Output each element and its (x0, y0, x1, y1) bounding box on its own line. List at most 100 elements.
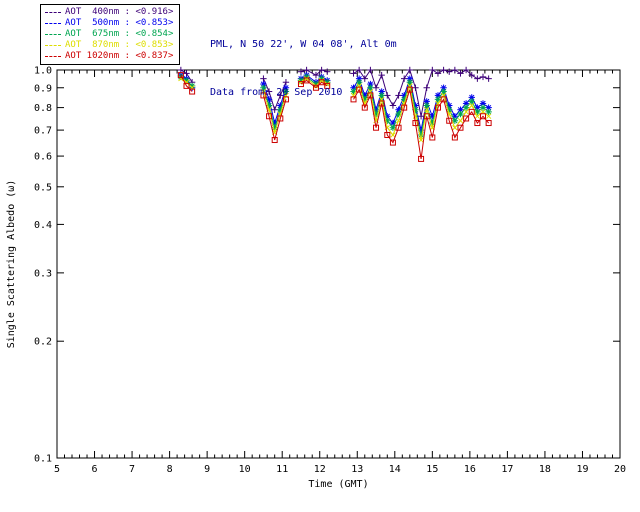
marker-square (446, 117, 453, 124)
x-tick-label: 10 (239, 464, 251, 475)
marker-square (395, 124, 402, 131)
tick (303, 75, 310, 82)
x-tick-label: 5 (54, 464, 60, 475)
x-tick-label: 14 (389, 464, 401, 475)
y-tick-label: 1.0 (34, 66, 52, 77)
y-tick-label: 0.3 (34, 268, 52, 279)
marker-square (282, 96, 289, 103)
tick (362, 92, 368, 99)
marker-square (260, 92, 267, 99)
series-aot-1020nm (177, 72, 492, 162)
series-aot-400nm (177, 66, 492, 120)
tick (418, 137, 424, 143)
tick (390, 132, 396, 138)
tick (412, 113, 419, 119)
y-tick-label: 0.2 (34, 337, 52, 348)
tick (457, 107, 464, 113)
marker-square (468, 108, 475, 115)
marker-square (312, 84, 319, 91)
marker-square (318, 79, 325, 86)
x-axis: 5 6 7 8 9 10 11 12 13 14 15 16 17 18 19 20 (54, 70, 626, 475)
x-tick-label: 11 (276, 464, 288, 475)
y-tick-label: 0.6 (34, 152, 52, 163)
y-axis-label: Single Scattering Albedo (ω) (6, 180, 17, 349)
tick (469, 94, 475, 101)
tick (379, 92, 385, 99)
tick (480, 104, 486, 111)
y-tick-label: 0.9 (34, 83, 52, 94)
marker-square (451, 134, 458, 141)
tick (324, 81, 330, 87)
tick (283, 88, 289, 95)
x-tick-label: 18 (539, 464, 551, 475)
marker-square (418, 155, 425, 162)
tick (367, 85, 374, 91)
marker-square (474, 120, 481, 127)
legend-line-sample (45, 45, 61, 46)
tick (485, 113, 492, 119)
tick (395, 107, 402, 113)
x-tick-label: 15 (426, 464, 438, 475)
legend-entry: AOT 870nm : <0.853> (45, 40, 173, 51)
tick (429, 125, 435, 131)
legend-entry: AOT 500nm : <0.853> (45, 18, 173, 29)
data-date: Data from: 20 Sep 2010 (210, 87, 343, 98)
legend-entry: AOT 1020nm : <0.837> (45, 51, 173, 62)
series-aot-500nm (177, 71, 492, 134)
legend-line-sample (45, 23, 61, 24)
marker-square (297, 81, 304, 88)
marker-square (324, 82, 331, 89)
tick (435, 96, 441, 103)
legend-entry: AOT 400nm : <0.916> (45, 7, 173, 18)
legend-entry-label: AOT 500nm : <0.853> (65, 18, 174, 28)
tick (260, 85, 267, 91)
series-line (262, 95, 287, 141)
tick (395, 111, 402, 117)
tick (474, 113, 481, 119)
marker-square (389, 139, 396, 146)
marker-square (384, 131, 391, 138)
tick (379, 88, 385, 95)
marker-square (271, 137, 278, 144)
marker-square (183, 82, 190, 89)
marker-square (412, 120, 419, 127)
legend-box: AOT 400nm : <0.916> AOT 500nm : <0.853> AO… (40, 4, 181, 65)
series-line (300, 79, 328, 89)
tick (283, 85, 289, 91)
x-tick-label: 19 (576, 464, 588, 475)
tick (189, 83, 195, 89)
tick (390, 125, 396, 131)
marker-square (485, 120, 492, 127)
tick (463, 104, 469, 111)
legend-entry-label: AOT 870nm : <0.853> (65, 40, 174, 50)
x-tick-label: 17 (501, 464, 513, 475)
x-tick-label: 7 (129, 464, 135, 475)
tick (435, 92, 441, 99)
legend-entry-label: AOT 400nm : <0.916> (65, 7, 174, 17)
tick (362, 96, 368, 103)
tick (480, 100, 486, 107)
marker-square (277, 115, 284, 122)
tick (395, 118, 402, 124)
marker-square (350, 96, 357, 103)
tick (485, 104, 492, 111)
tick (424, 98, 430, 105)
station-info: PML, N 50 22', W 04 08', Alt 0m (210, 39, 397, 50)
tick (424, 107, 430, 113)
tick (469, 102, 475, 109)
tick (457, 111, 464, 117)
tick (463, 109, 469, 115)
series-line (353, 88, 490, 159)
tick (452, 118, 458, 124)
marker-square (356, 86, 363, 93)
tick (298, 79, 304, 85)
legend-line-sample (45, 56, 61, 57)
legend-line-sample (45, 12, 61, 13)
x-tick-label: 20 (614, 464, 626, 475)
tick (469, 98, 475, 105)
y-tick-label: 0.4 (34, 220, 52, 231)
marker-square (189, 88, 196, 95)
tick (266, 102, 272, 109)
